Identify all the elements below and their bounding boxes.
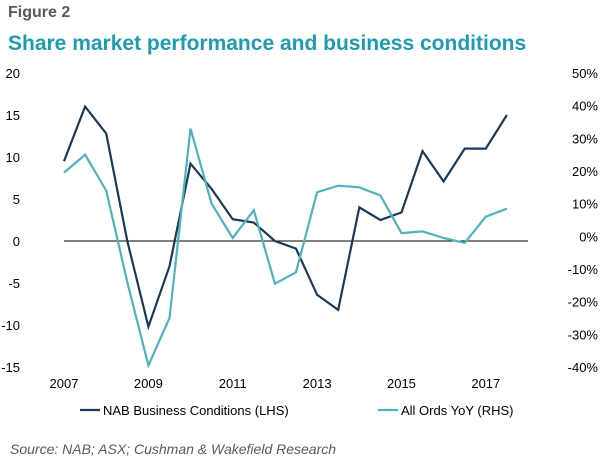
- left-tick-label: 15: [6, 108, 20, 123]
- x-axis-ticks: 2007 2009 2011 2013 2015 2017: [50, 376, 501, 391]
- right-tick-label: 10%: [572, 197, 598, 212]
- right-tick-label: 0%: [579, 229, 598, 244]
- right-tick-label: -20%: [568, 295, 599, 310]
- right-tick-label: 20%: [572, 164, 598, 179]
- left-tick-label: -15: [1, 360, 20, 375]
- left-tick-label: 20: [6, 66, 20, 81]
- x-tick-label: 2011: [219, 376, 247, 391]
- left-axis-ticks: 20 15 10 5 0 -5 -10 -15: [1, 66, 20, 375]
- x-tick-label: 2009: [134, 376, 163, 391]
- figure-label: Figure 2: [8, 4, 71, 21]
- all-ords-series-line: [63, 128, 508, 369]
- right-tick-label: -40%: [568, 360, 599, 375]
- legend-label: All Ords YoY (RHS): [401, 403, 513, 418]
- left-tick-label: 10: [6, 150, 20, 165]
- x-tick-label: 2013: [303, 376, 332, 391]
- right-tick-label: 30%: [572, 131, 598, 146]
- right-tick-label: -30%: [568, 327, 599, 342]
- right-tick-label: 50%: [572, 66, 598, 81]
- legend: NAB Business Conditions (LHS) All Ords Yo…: [80, 403, 513, 418]
- series-lines: [62, 104, 508, 369]
- nab-series-line: [62, 104, 508, 331]
- left-tick-label: 5: [13, 192, 20, 207]
- left-tick-label: -10: [1, 318, 20, 333]
- x-tick-label: 2017: [471, 376, 500, 391]
- left-tick-label: 0: [13, 234, 20, 249]
- x-tick-label: 2015: [387, 376, 416, 391]
- legend-label: NAB Business Conditions (LHS): [103, 403, 289, 418]
- right-tick-label: 40%: [572, 99, 598, 114]
- source-note: Source: NAB; ASX; Cushman & Wakefield Re…: [10, 441, 337, 457]
- right-axis-ticks: 50% 40% 30% 20% 10% 0% -10% -20% -30% -40%: [568, 66, 599, 375]
- right-tick-label: -10%: [568, 262, 599, 277]
- x-tick-label: 2007: [50, 376, 79, 391]
- chart-title: Share market performance and business co…: [8, 32, 527, 55]
- left-tick-label: -5: [8, 276, 20, 291]
